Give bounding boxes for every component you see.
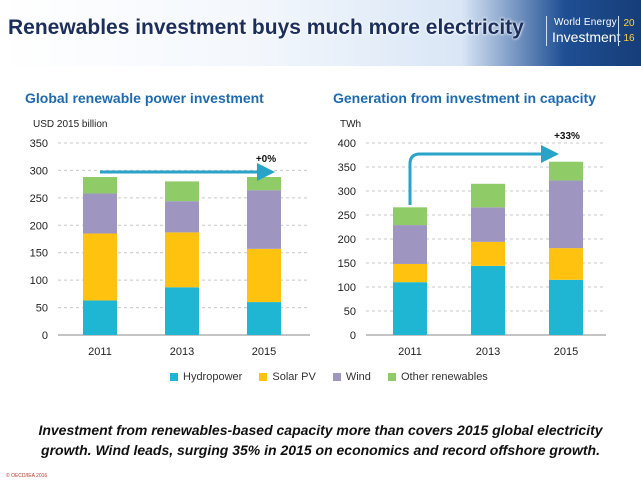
chart1-bar-wind-2011 <box>83 193 117 234</box>
brand-line2: Investment <box>552 29 621 45</box>
legend-swatch-wind <box>332 373 341 382</box>
chart2-bar-hydropower-2015 <box>549 279 583 335</box>
legend: Hydropower Solar PV Wind Other renewable… <box>170 371 502 383</box>
legend-item-wind: Wind <box>332 371 371 383</box>
chart1-change-annotation: +0% <box>256 154 276 165</box>
legend-swatch-solar-pv <box>259 373 268 382</box>
chart1-bar-other-renewables-2015 <box>247 177 281 191</box>
chart2-y-axis-label: TWh <box>340 119 361 130</box>
chart2-bar-other-renewables-2015 <box>549 161 583 181</box>
title-banner: Renewables investment buys much more ele… <box>0 0 641 66</box>
chart1-y-tick-label: 300 <box>30 165 48 177</box>
caption-line2: growth. Wind leads, surging 35% in 2015 … <box>41 442 600 458</box>
chart2-y-tick-label: 0 <box>350 330 356 342</box>
chart1-x-tick-label: 2015 <box>252 346 276 358</box>
chart2-bar-hydropower-2011 <box>393 282 427 335</box>
chart2-bar-solar-pv-2011 <box>393 263 427 283</box>
chart2-y-tick-label: 350 <box>338 162 356 174</box>
chart-title-investment: Global renewable power investment <box>25 90 264 106</box>
chart1-bar-hydropower-2015 <box>247 302 281 335</box>
chart2-y-tick-label: 100 <box>338 282 356 294</box>
legend-item-solar-pv: Solar PV <box>259 371 316 383</box>
charts-canvas: USD 2015 billion 0 50 100 150 200 250 300 350 201… <box>30 119 606 358</box>
legend-item-hydropower: Hydropower <box>170 371 242 383</box>
caption-line1: Investment from renewables-based capacit… <box>38 422 603 438</box>
chart2-trend-arrow <box>408 145 559 205</box>
chart1-bar-hydropower-2013 <box>165 287 199 335</box>
chart2-x-tick-label: 2011 <box>398 346 422 358</box>
chart2-bar-other-renewables-2011 <box>393 207 427 226</box>
chart1-bar-other-renewables-2013 <box>165 181 199 202</box>
chart2-bar-hydropower-2013 <box>471 265 505 335</box>
chart1-bar-solar-pv-2011 <box>83 233 117 301</box>
chart1-y-axis-label: USD 2015 billion <box>33 119 108 130</box>
chart2-y-tick-label: 300 <box>338 186 356 198</box>
brand-line1: World Energy <box>554 17 617 28</box>
chart1-y-tick-label: 100 <box>30 275 48 287</box>
chart1-bar-other-renewables-2011 <box>83 177 117 194</box>
legend-swatch-hydropower <box>170 373 178 382</box>
chart1-bar-solar-pv-2015 <box>247 248 281 303</box>
chart2-x-tick-label: 2013 <box>476 346 500 358</box>
chart2-bar-wind-2015 <box>549 180 583 249</box>
chart1-bar-hydropower-2011 <box>83 300 117 335</box>
chart-title-generation: Generation from investment in capacity <box>333 90 596 106</box>
chart2-change-annotation: +33% <box>554 131 580 142</box>
slide-caption: Investment from renewables-based capacit… <box>0 420 641 460</box>
weo-brand-logo: World Energy Investment 20 16 <box>546 14 639 48</box>
chart2-bar-wind-2011 <box>393 225 427 264</box>
chart2-bar-solar-pv-2013 <box>471 241 505 266</box>
chart2-x-tick-label: 2015 <box>554 346 578 358</box>
chart2-bar-other-renewables-2013 <box>471 183 505 208</box>
chart2-y-tick-label: 150 <box>338 258 356 270</box>
chart1-x-tick-label: 2013 <box>170 346 194 358</box>
chart1-y-tick-label: 150 <box>30 248 48 260</box>
chart1-bar-wind-2015 <box>247 190 281 249</box>
brand-year: 20 16 <box>618 16 639 46</box>
chart1-y-tick-label: 200 <box>30 220 48 232</box>
chart1-bar-solar-pv-2013 <box>165 232 199 288</box>
slide-title: Renewables investment buys much more ele… <box>8 16 524 39</box>
chart1-y-tick-label: 250 <box>30 193 48 205</box>
chart2-y-tick-label: 200 <box>338 234 356 246</box>
chart2-bar-wind-2013 <box>471 207 505 242</box>
chart1-x-tick-label: 2011 <box>88 346 112 358</box>
chart1-y-tick-label: 50 <box>36 303 48 315</box>
copyright-note: © OECD/IEA 2016 <box>6 473 48 479</box>
chart1-y-tick-label: 350 <box>30 138 48 150</box>
chart1-y-tick-label: 0 <box>42 330 48 342</box>
chart2-bar-solar-pv-2015 <box>549 248 583 280</box>
chart1-bar-wind-2013 <box>165 201 199 233</box>
chart2-y-tick-label: 50 <box>344 306 356 318</box>
legend-item-other: Other renewables <box>387 371 488 383</box>
legend-swatch-other <box>387 373 396 382</box>
chart2-y-tick-label: 400 <box>338 138 356 150</box>
chart2-y-tick-label: 250 <box>338 210 356 222</box>
